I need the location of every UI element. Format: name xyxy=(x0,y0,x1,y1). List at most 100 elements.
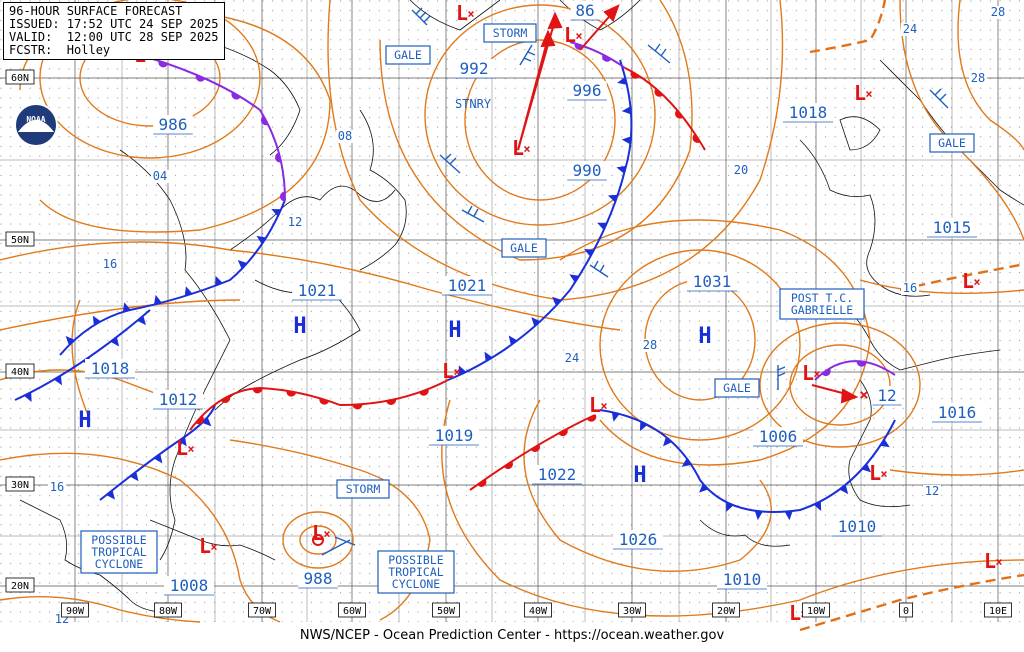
warm-front-bump xyxy=(558,428,568,437)
low-pressure-center: L× xyxy=(589,393,608,417)
lon-label-40w: 40W xyxy=(524,602,552,618)
cold-front-tooth xyxy=(271,209,282,217)
cold-front-tooth xyxy=(129,471,139,482)
svg-text:16: 16 xyxy=(903,281,917,295)
cold-front-tooth xyxy=(122,302,131,313)
noaa-logo-text: NOAA xyxy=(26,115,45,124)
low-pressure-center: L× xyxy=(984,549,1003,573)
low-pressure-center: L× xyxy=(869,461,888,485)
svg-text:POST T.C.: POST T.C. xyxy=(791,291,853,305)
svg-text:L: L xyxy=(312,521,324,545)
svg-text:L: L xyxy=(199,534,211,558)
svg-text:STORM: STORM xyxy=(346,482,381,496)
svg-text:70W: 70W xyxy=(253,606,272,617)
warm-front-bump xyxy=(158,60,169,68)
lat-label-50n: 50N xyxy=(5,231,35,247)
svg-text:40N: 40N xyxy=(11,367,29,378)
cold-front-tooth xyxy=(584,249,595,257)
cold-front-tooth xyxy=(153,294,162,305)
high-pressure-center: H xyxy=(293,314,306,339)
cold-front-tooth xyxy=(663,436,672,447)
area-label-storm1: STORM xyxy=(483,23,537,43)
svg-text:60N: 60N xyxy=(11,73,29,84)
pressure-label-992: 992 xyxy=(454,59,494,79)
svg-text:990: 990 xyxy=(573,161,602,180)
header-valid: VALID: 12:00 UTC 28 SEP 2025 xyxy=(9,30,219,44)
header-forecaster: FCSTR: Holley xyxy=(9,43,111,57)
warm-front-bump xyxy=(220,395,231,404)
pressure-label-1015: 1015 xyxy=(927,218,977,238)
warm-front-bump xyxy=(231,92,241,100)
svg-text:1016: 1016 xyxy=(938,403,977,422)
svg-text:×: × xyxy=(813,367,820,381)
svg-text:L: L xyxy=(802,361,814,385)
warm-front-bump xyxy=(602,54,612,62)
svg-text:04: 04 xyxy=(153,169,167,183)
svg-text:20N: 20N xyxy=(11,581,29,592)
pressure-label-1008: 1008 xyxy=(164,576,214,596)
svg-text:24: 24 xyxy=(903,22,917,36)
svg-text:20: 20 xyxy=(734,163,748,177)
warm-front-bump xyxy=(260,115,269,126)
svg-text:50N: 50N xyxy=(11,235,29,246)
cold-front-tooth xyxy=(484,351,493,362)
area-label-gale3: GALE xyxy=(929,133,975,153)
warm-front-bump xyxy=(352,404,363,410)
warm-front-bump xyxy=(477,479,487,487)
svg-text:1010: 1010 xyxy=(723,570,762,589)
warm-front-bump xyxy=(195,74,206,82)
svg-text:90W: 90W xyxy=(66,606,85,617)
svg-text:1012: 1012 xyxy=(159,390,198,409)
svg-text:CYCLONE: CYCLONE xyxy=(95,557,144,571)
low-pressure-center: L× xyxy=(802,361,821,385)
cold-front-atl xyxy=(447,59,633,381)
pressure-label-1022: 1022 xyxy=(532,465,582,485)
warm-front-bump xyxy=(286,390,297,397)
svg-text:×: × xyxy=(995,555,1002,569)
isobars xyxy=(0,0,1024,623)
cold-front-tooth xyxy=(621,136,632,145)
cold-front-tooth xyxy=(839,484,849,495)
svg-text:L: L xyxy=(512,136,524,160)
pressure-label-986: 986 xyxy=(153,115,193,135)
header-title: 96-HOUR SURFACE FORECAST xyxy=(9,4,183,18)
svg-text:GALE: GALE xyxy=(723,381,751,395)
svg-text:1022: 1022 xyxy=(538,465,577,484)
svg-text:×: × xyxy=(880,467,887,481)
svg-text:POSSIBLE: POSSIBLE xyxy=(91,533,146,547)
forecast-header: 96-HOUR SURFACE FORECAST ISSUED: 17:52 UT… xyxy=(3,2,225,60)
svg-text:12: 12 xyxy=(877,386,896,405)
area-label-storm2: STORM xyxy=(336,479,390,499)
cold-front-tooth xyxy=(184,286,193,297)
svg-text:08: 08 xyxy=(338,129,352,143)
cold-front-tooth xyxy=(24,392,32,402)
warm-front-bump xyxy=(630,71,640,79)
area-label-gale4: GALE xyxy=(714,378,760,398)
isobar-value-28: 28 xyxy=(989,5,1007,19)
svg-text:×: × xyxy=(600,399,607,413)
lat-label-20n: 20N xyxy=(5,577,35,593)
warm-front-bump xyxy=(386,399,397,406)
low-pressure-center: L× xyxy=(564,23,583,47)
cold-front-tooth xyxy=(508,335,518,346)
lon-label-30w: 30W xyxy=(618,602,646,618)
pressure-label-1016: 1016 xyxy=(932,403,982,423)
warm-front-bump xyxy=(279,191,286,202)
low-pressure-center: L× xyxy=(176,436,195,460)
cold-front-tooth xyxy=(861,463,872,473)
isobar-value-16: 16 xyxy=(101,257,119,271)
footer-credit[interactable]: NWS/NCEP - Ocean Prediction Center - htt… xyxy=(296,628,728,643)
svg-text:10E: 10E xyxy=(989,606,1007,617)
svg-text:×: × xyxy=(210,540,217,554)
svg-text:L: L xyxy=(854,81,866,105)
warm-front-bump xyxy=(654,88,664,97)
high-pressure-center: H xyxy=(448,318,461,343)
svg-text:1021: 1021 xyxy=(448,276,487,295)
cold-front-tooth xyxy=(256,235,267,245)
cold-front-gulf xyxy=(99,404,216,501)
cold-front-tooth xyxy=(458,365,467,376)
lon-label-90w: 90W xyxy=(61,602,89,618)
forecast-position-marker: × xyxy=(859,385,869,404)
isobar-value-16: 16 xyxy=(48,480,66,494)
cold-front-tooth xyxy=(784,510,793,521)
